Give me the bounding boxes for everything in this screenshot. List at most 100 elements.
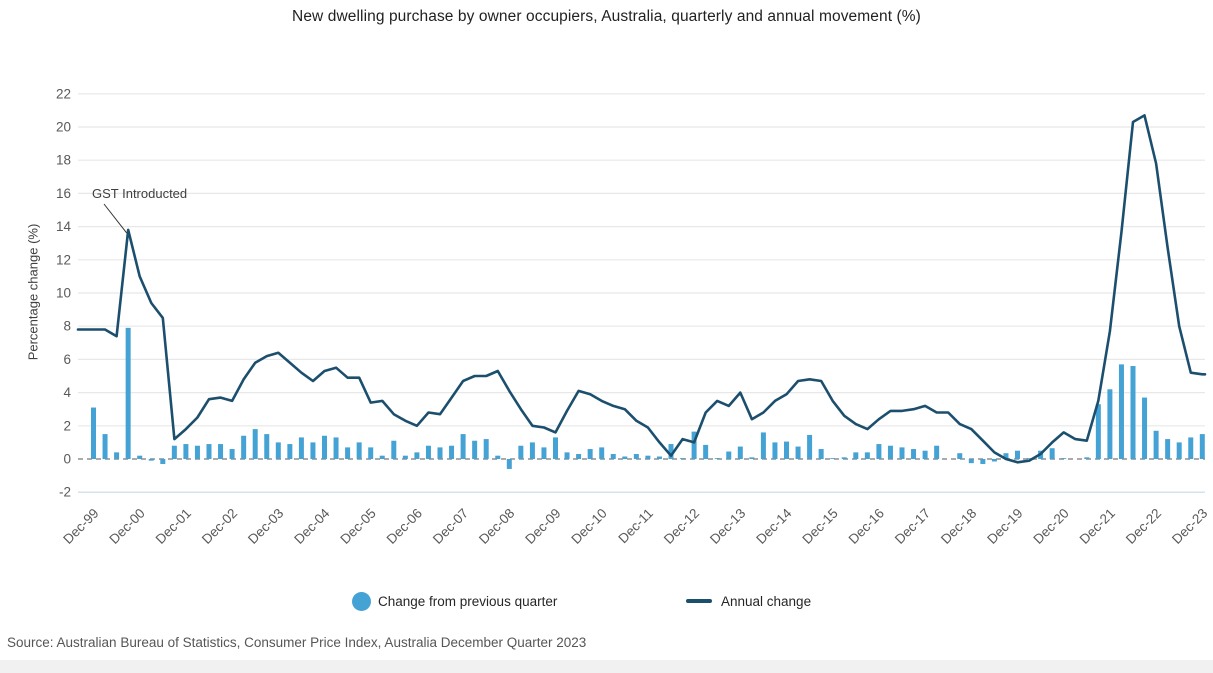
quarterly-bar	[726, 451, 732, 459]
x-tick-label: Dec-20	[1030, 506, 1071, 547]
quarterly-bar	[275, 442, 281, 459]
quarterly-bar	[680, 458, 686, 459]
quarterly-bar	[633, 454, 639, 459]
quarterly-bar	[818, 449, 824, 459]
gridlines	[78, 93, 1205, 493]
bottom-strip	[0, 660, 1213, 673]
x-axis-labels: Dec-99 Dec-00 Dec-01 Dec-02 Dec-03 Dec-04 Dec-…	[60, 505, 1210, 547]
x-tick-label: Dec-99	[60, 506, 101, 547]
quarterly-bar	[298, 437, 304, 459]
quarterly-bar	[1176, 442, 1182, 459]
quarterly-bar	[402, 455, 408, 459]
x-tick-label: Dec-10	[568, 506, 609, 547]
quarterly-bar	[125, 327, 131, 459]
quarterly-bar	[529, 442, 535, 459]
quarterly-bar	[137, 455, 143, 459]
quarterly-bar	[425, 445, 431, 459]
annual-change-line	[76, 114, 1207, 464]
quarterly-bar	[934, 445, 940, 459]
quarterly-bar	[772, 442, 778, 459]
source-attribution: Source: Australian Bureau of Statistics,…	[7, 635, 587, 650]
quarterly-bar	[1153, 430, 1159, 459]
x-tick-label: Dec-07	[430, 506, 471, 547]
quarterly-bar	[911, 449, 917, 459]
x-tick-label: Dec-21	[1077, 506, 1118, 547]
x-tick-label: Dec-19	[984, 506, 1025, 547]
quarterly-bar	[1049, 448, 1055, 459]
quarterly-bar	[1095, 404, 1101, 459]
quarterly-bar	[714, 458, 720, 459]
quarterly-bar	[899, 447, 905, 459]
legend-item-quarterly: Change from previous quarter	[352, 588, 557, 614]
quarterly-bar	[183, 444, 189, 459]
quarterly-bar	[437, 447, 443, 459]
quarterly-bar	[264, 434, 270, 459]
quarterly-bar	[1061, 458, 1067, 459]
x-tick-label: Dec-05	[337, 506, 378, 547]
x-tick-label: Dec-14	[753, 505, 795, 547]
legend-annual-label: Annual change	[721, 593, 812, 609]
quarterly-bar	[599, 447, 605, 459]
quarterly-bar	[91, 407, 96, 459]
quarterly-bar	[160, 459, 166, 464]
quarterly-bar	[760, 432, 766, 459]
y-tick-label: 6	[63, 352, 71, 367]
quarterly-bar	[1118, 364, 1124, 459]
quarterly-bar	[622, 456, 628, 459]
quarterly-bar	[356, 442, 362, 459]
y-tick-label: 14	[56, 219, 72, 234]
quarterly-bar	[841, 457, 847, 459]
quarterly-bar	[148, 459, 154, 461]
x-tick-label: Dec-06	[384, 506, 425, 547]
quarterly-bar	[691, 431, 697, 459]
x-tick-label: Dec-00	[106, 506, 147, 547]
x-tick-label: Dec-04	[291, 505, 333, 547]
quarterly-bar	[541, 447, 547, 459]
quarterly-bar	[229, 449, 235, 459]
quarterly-bar	[864, 452, 870, 459]
quarterly-bar	[506, 459, 512, 469]
quarterly-bar	[980, 459, 986, 464]
quarterly-swatch-icon	[352, 591, 371, 611]
quarterly-bar	[830, 458, 836, 459]
x-tick-label: Dec-23	[1169, 506, 1210, 547]
quarterly-bar	[194, 445, 200, 459]
quarterly-bar	[587, 449, 593, 459]
quarterly-bar	[1015, 450, 1020, 459]
quarterly-bar	[449, 445, 455, 459]
y-tick-label: 16	[56, 186, 71, 201]
y-tick-label: -2	[59, 485, 71, 500]
quarterly-bar	[1026, 458, 1032, 459]
quarterly-bar	[1107, 389, 1113, 459]
quarterly-bar	[991, 459, 997, 462]
chart-title: New dwelling purchase by owner occupiers…	[292, 8, 921, 25]
quarterly-bar	[483, 439, 489, 459]
y-tick-label: 12	[56, 252, 71, 267]
quarterly-bar	[1188, 437, 1194, 459]
quarterly-bar	[287, 444, 293, 459]
y-tick-label: 0	[63, 452, 71, 467]
quarterly-bar	[656, 456, 662, 459]
quarterly-bar	[241, 435, 247, 459]
quarterly-bar	[1199, 434, 1205, 459]
y-tick-label: 2	[63, 418, 71, 433]
legend-item-annual: Annual change	[686, 588, 811, 614]
quarterly-bar	[795, 446, 801, 459]
quarterly-bar	[703, 444, 709, 459]
quarterly-bar	[218, 444, 224, 459]
y-tick-label: 4	[63, 385, 71, 400]
quarterly-bar	[645, 455, 651, 459]
quarterly-bar	[102, 434, 108, 459]
quarterly-bar	[391, 440, 397, 459]
annual-swatch-icon	[686, 599, 712, 603]
y-tick-label: 10	[56, 286, 71, 301]
quarterly-bar	[784, 441, 789, 459]
annotation-label: GST Introducted	[92, 186, 187, 201]
chart-legend: Change from previous quarter Annual chan…	[0, 588, 1213, 614]
x-tick-label: Dec-11	[615, 506, 656, 547]
quarterly-bar	[495, 455, 501, 459]
quarterly-bar	[1084, 457, 1090, 459]
gst-annotation: GST Introducted	[92, 186, 187, 234]
quarterly-bar	[472, 440, 478, 459]
